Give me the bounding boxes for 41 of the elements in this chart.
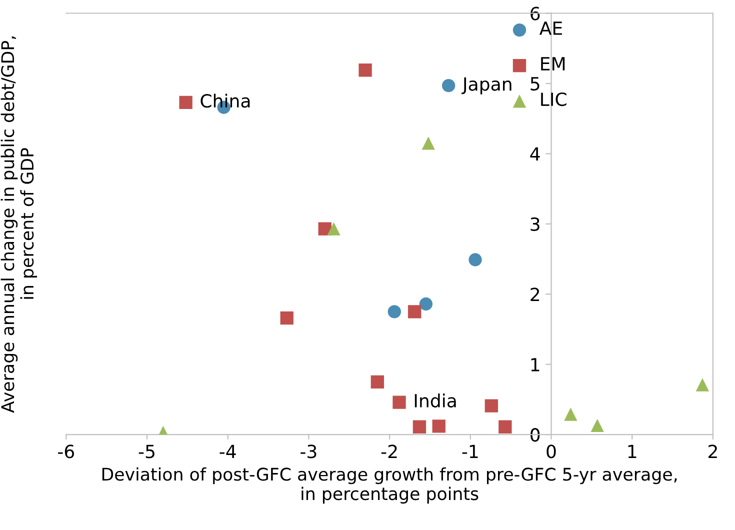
point bbox=[422, 136, 435, 150]
legend-label: EM bbox=[541, 57, 565, 70]
point bbox=[442, 78, 456, 92]
point bbox=[327, 222, 340, 236]
y-tick-label: 3 bbox=[530, 217, 540, 232]
point bbox=[179, 96, 192, 110]
x-tick-label: -2 bbox=[381, 444, 397, 458]
point bbox=[408, 305, 422, 318]
point bbox=[590, 418, 604, 432]
x-axis-title: Deviation of post-GFC average growth from pre-GFC 5-yr average, in percentage points bbox=[102, 467, 677, 504]
y-tick-label: 4 bbox=[530, 147, 540, 161]
point bbox=[388, 305, 401, 318]
point bbox=[358, 64, 372, 77]
annotation: China bbox=[200, 94, 250, 108]
point bbox=[280, 311, 294, 325]
x-tick-label: 1 bbox=[628, 444, 636, 458]
annotation: Japan bbox=[462, 77, 512, 94]
x-tick-label: -1 bbox=[462, 444, 478, 458]
x-tick-label: -3 bbox=[300, 444, 316, 458]
point bbox=[564, 408, 578, 421]
point bbox=[432, 420, 446, 433]
y-tick-label: 1 bbox=[531, 358, 540, 372]
point bbox=[392, 396, 406, 409]
legend-label: LIC bbox=[541, 92, 566, 106]
point bbox=[696, 378, 710, 392]
point bbox=[412, 420, 426, 434]
point bbox=[370, 375, 384, 389]
x-tick-label: -6 bbox=[58, 444, 74, 458]
point bbox=[419, 297, 433, 311]
point bbox=[468, 253, 482, 266]
x-tick-label: 2 bbox=[708, 444, 717, 458]
x-tick-label: -5 bbox=[138, 444, 154, 458]
annotation: India bbox=[414, 394, 456, 408]
point bbox=[498, 420, 512, 434]
y-tick-label: 5 bbox=[530, 77, 540, 91]
x-tick-label: -4 bbox=[220, 444, 236, 458]
y-tick-label: 2 bbox=[530, 288, 540, 302]
y-axis-title: Average annual change in public debt/GDP, in percent of GDP bbox=[0, 36, 38, 413]
point bbox=[484, 399, 498, 412]
legend-label: AE bbox=[539, 22, 562, 35]
x-tick-label: 0 bbox=[546, 444, 556, 458]
